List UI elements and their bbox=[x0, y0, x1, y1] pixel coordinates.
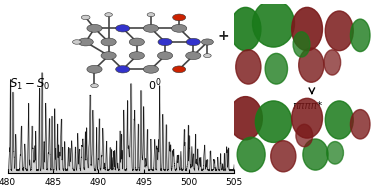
Circle shape bbox=[172, 24, 187, 32]
Ellipse shape bbox=[325, 11, 353, 51]
Circle shape bbox=[186, 52, 201, 60]
Circle shape bbox=[186, 38, 200, 46]
Ellipse shape bbox=[292, 98, 322, 138]
Ellipse shape bbox=[350, 19, 370, 52]
Circle shape bbox=[129, 38, 144, 46]
Circle shape bbox=[116, 66, 130, 73]
Text: ππππ*: ππππ* bbox=[292, 101, 322, 111]
Ellipse shape bbox=[255, 101, 292, 143]
Text: $0^0$: $0^0$ bbox=[148, 77, 162, 93]
Circle shape bbox=[101, 38, 116, 46]
Ellipse shape bbox=[253, 0, 294, 47]
Circle shape bbox=[78, 38, 93, 46]
Circle shape bbox=[143, 24, 158, 32]
Circle shape bbox=[101, 52, 116, 60]
Ellipse shape bbox=[230, 7, 261, 51]
Circle shape bbox=[105, 13, 112, 17]
Ellipse shape bbox=[324, 50, 341, 75]
Circle shape bbox=[73, 40, 81, 44]
Ellipse shape bbox=[296, 124, 313, 147]
Circle shape bbox=[87, 65, 102, 73]
Circle shape bbox=[173, 14, 186, 21]
Circle shape bbox=[173, 66, 186, 73]
Circle shape bbox=[91, 84, 98, 88]
Ellipse shape bbox=[293, 32, 310, 57]
Ellipse shape bbox=[292, 7, 322, 51]
Ellipse shape bbox=[327, 142, 344, 164]
Circle shape bbox=[204, 54, 211, 58]
Text: +: + bbox=[218, 29, 229, 43]
Ellipse shape bbox=[325, 101, 353, 139]
Ellipse shape bbox=[265, 53, 288, 84]
Ellipse shape bbox=[299, 48, 324, 82]
Ellipse shape bbox=[229, 97, 262, 140]
Circle shape bbox=[81, 15, 90, 20]
Circle shape bbox=[158, 38, 172, 46]
Circle shape bbox=[158, 52, 173, 60]
Circle shape bbox=[201, 39, 213, 45]
Circle shape bbox=[143, 65, 158, 73]
Ellipse shape bbox=[350, 110, 370, 139]
Ellipse shape bbox=[271, 141, 296, 172]
Circle shape bbox=[87, 24, 102, 32]
Circle shape bbox=[129, 52, 144, 60]
Text: $S_1-S_0$: $S_1-S_0$ bbox=[9, 77, 51, 92]
Ellipse shape bbox=[236, 50, 261, 84]
Ellipse shape bbox=[237, 137, 265, 172]
Circle shape bbox=[116, 25, 130, 32]
Ellipse shape bbox=[303, 139, 328, 170]
Circle shape bbox=[147, 13, 155, 17]
